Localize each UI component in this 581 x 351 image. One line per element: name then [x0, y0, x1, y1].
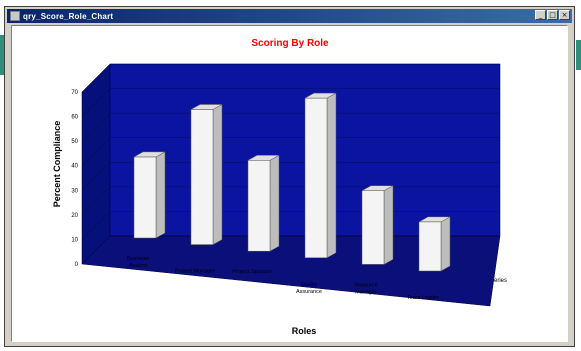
side-wall — [81, 63, 111, 265]
close-button[interactable]: × — [559, 10, 570, 20]
bar-top — [418, 216, 451, 223]
bar-side — [440, 216, 451, 272]
bar-top — [304, 92, 337, 99]
chart-title: Scoring By Role — [251, 38, 329, 49]
x-tick-label: Team Leader — [407, 295, 439, 301]
window-title: qry_Score_Role_Chart — [23, 11, 114, 21]
bar-top — [133, 151, 166, 158]
background-window-edge-right — [576, 40, 581, 70]
y-tick-label: 30 — [71, 188, 78, 194]
bar — [190, 109, 214, 245]
bar — [418, 221, 442, 272]
x-tick-label: Project Manager — [175, 269, 216, 275]
y-tick-label: 50 — [71, 139, 78, 145]
app-icon[interactable] — [10, 11, 20, 21]
gridline-side — [81, 211, 111, 240]
gridline-side — [81, 137, 111, 166]
y-tick-label: 0 — [75, 262, 79, 268]
background-window-edge-left — [0, 35, 4, 75]
bar-top — [247, 155, 280, 161]
bar — [361, 190, 385, 265]
x-axis-label: Roles — [292, 326, 317, 336]
y-axis-label: Percent Compliance — [52, 121, 62, 208]
x-tick-label: Business Analyst — [127, 256, 150, 269]
gridline-side — [81, 162, 111, 191]
gridline-side — [81, 88, 111, 117]
y-tick-label: 40 — [71, 164, 78, 170]
bar-side — [155, 151, 166, 239]
chart-svg: Scoring By Role Percent Compliance Roles… — [52, 38, 507, 336]
series-axis-label: Series — [490, 278, 507, 284]
bar-side — [269, 154, 280, 252]
gridline-side — [81, 186, 111, 215]
bar-side — [212, 104, 223, 246]
gridline-side — [81, 63, 111, 93]
bar-top — [190, 104, 223, 110]
bar-side — [326, 92, 337, 259]
bar — [247, 160, 271, 252]
maximize-button[interactable]: □ — [547, 10, 558, 20]
y-tick-label: 20 — [71, 213, 78, 219]
plot-group: 0 10 20 30 40 50 60 70 Business Analyst Project Ma… — [71, 63, 501, 307]
gridline-side — [81, 235, 111, 265]
bar — [133, 156, 157, 239]
bar — [304, 97, 328, 259]
x-tick-label: Resource Manager — [354, 282, 378, 295]
window-controls: _ □ × — [535, 10, 570, 20]
gridline-side — [81, 113, 111, 142]
x-tick-label: Project Sponsor — [232, 269, 271, 275]
bar-top — [361, 185, 394, 191]
bar-side — [383, 185, 394, 265]
chart-area: Scoring By Role Percent Compliance Roles… — [11, 25, 568, 342]
y-tick-label: 60 — [71, 115, 78, 121]
x-tick-label: Quality Assurance — [296, 282, 322, 295]
title-bar[interactable]: qry_Score_Role_Chart _ □ × — [7, 9, 572, 23]
y-tick-label: 70 — [71, 90, 78, 96]
minimize-button[interactable]: _ — [535, 10, 546, 20]
y-tick-label: 10 — [71, 237, 78, 243]
chart-window: qry_Score_Role_Chart _ □ × Scoring By Ro… — [4, 6, 575, 347]
